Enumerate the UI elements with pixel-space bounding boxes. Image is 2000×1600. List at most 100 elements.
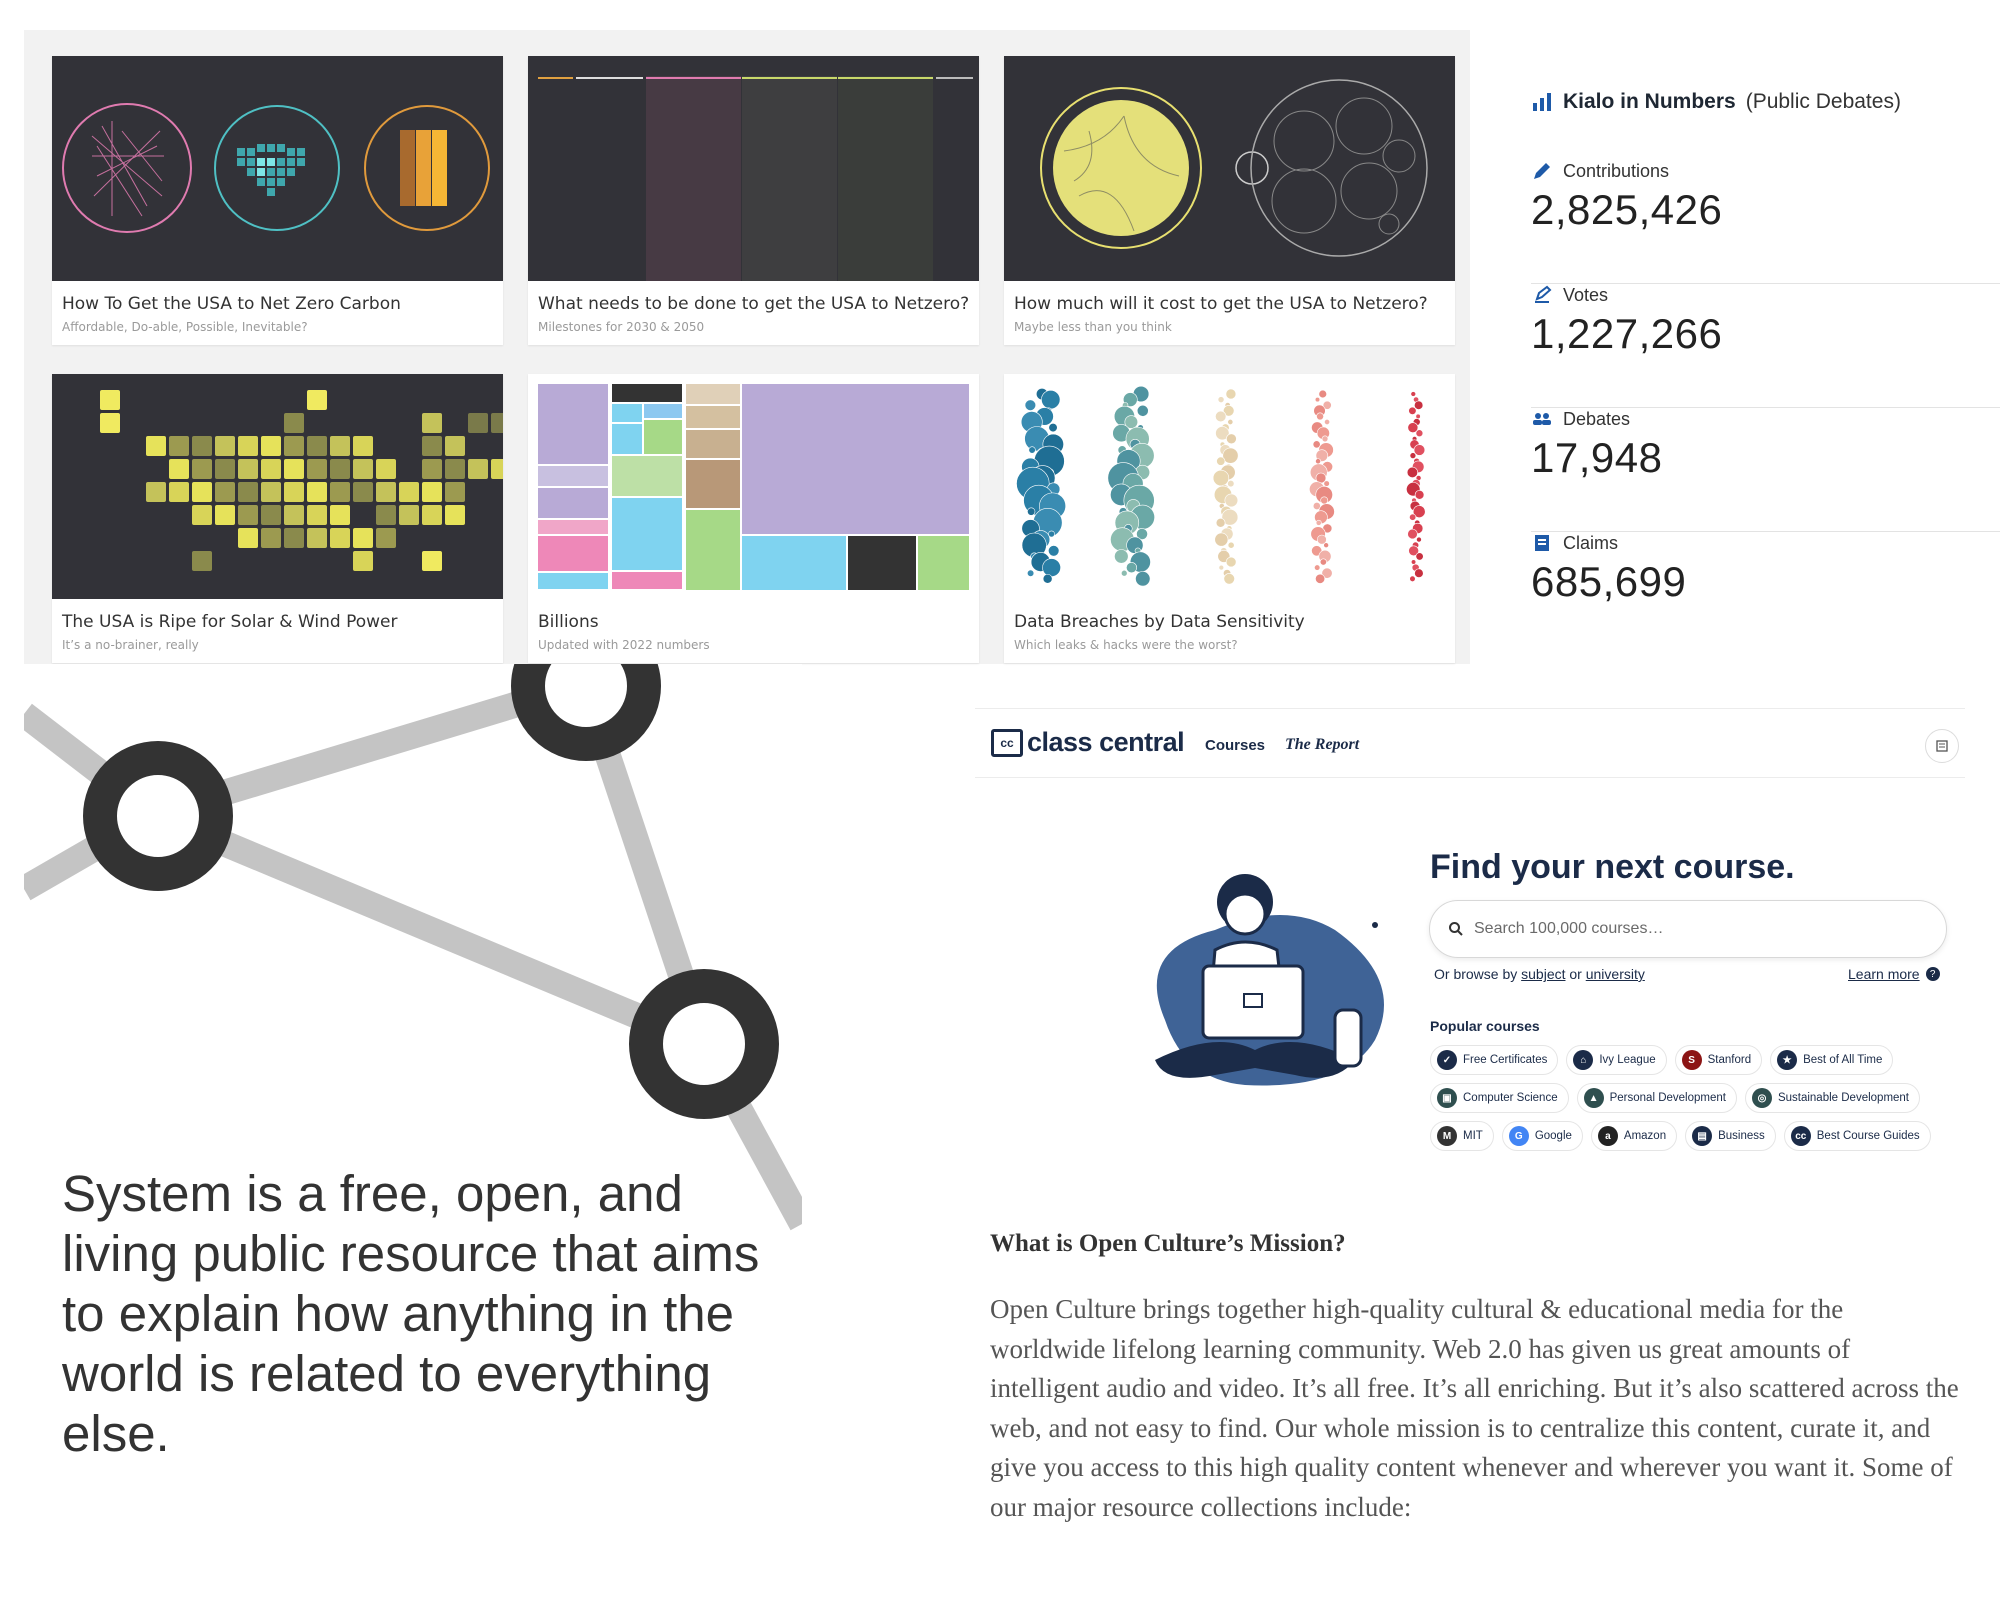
gallery-card[interactable]: The USA is Ripe for Solar & Wind Power I…	[52, 374, 503, 663]
chip-label: MIT	[1463, 1130, 1483, 1142]
viz-gallery: How To Get the USA to Net Zero Carbon Af…	[24, 30, 1470, 664]
kialo-header: Kialo in Numbers (Public Debates)	[1531, 90, 1901, 114]
card-title: Billions	[538, 612, 599, 632]
course-chip[interactable]: cc Best Course Guides	[1783, 1121, 1931, 1151]
course-chip[interactable]: ⌂ Ivy League	[1566, 1045, 1667, 1075]
pencil-icon	[1534, 163, 1550, 179]
chip-label: Sustainable Development	[1777, 1092, 1910, 1104]
nav-courses[interactable]: Courses	[1205, 737, 1266, 754]
google-icon: G	[1508, 1126, 1529, 1146]
kialo-title: Kialo in Numbers	[1563, 90, 1736, 113]
card-thumbnail	[1004, 56, 1455, 281]
chip-label: Free Certificates	[1463, 1054, 1548, 1066]
stat-label: Contributions	[1563, 160, 1670, 181]
course-chip[interactable]: ★ Best of All Time	[1770, 1045, 1894, 1075]
gallery-card[interactable]: Data Breaches by Data Sensitivity Which …	[1004, 374, 1455, 663]
globe-icon: ◎	[1751, 1088, 1772, 1108]
card-thumbnail	[52, 56, 503, 281]
stat-votes: Votes 1,227,266	[1531, 284, 2000, 408]
search-input[interactable]	[1474, 920, 1914, 938]
classcentral-panel: cc class central Courses The Report Find…	[975, 704, 1965, 1600]
award-icon: ★	[1777, 1050, 1798, 1070]
stat-label: Votes	[1563, 284, 1609, 305]
chip-row: ▣ Computer Science ▲ Personal Development ◎ S…	[1430, 1083, 1950, 1113]
chip-label: Business	[1718, 1130, 1765, 1142]
stat-label: Debates	[1563, 408, 1631, 429]
certificate-icon: ✓	[1437, 1050, 1457, 1070]
course-search-box[interactable]	[1429, 900, 1947, 958]
stat-debates: Debates 17,948	[1531, 408, 2000, 532]
popular-courses-label: Popular courses	[1430, 1018, 1540, 1034]
bar-chart-icon	[1533, 93, 1551, 111]
card-subtitle: It’s a no-brainer, really	[62, 638, 199, 652]
card-title: What needs to be done to get the USA to …	[538, 294, 970, 314]
stanford-icon: S	[1681, 1050, 1702, 1070]
amazon-icon: a	[1597, 1126, 1618, 1146]
nav-the-report[interactable]: The Report	[1285, 736, 1360, 753]
chip-label: Google	[1534, 1130, 1572, 1142]
browse-text: Or browse by subject or university	[1434, 966, 1645, 982]
course-chip[interactable]: ▲ Personal Development	[1576, 1083, 1737, 1113]
stat-value: 17,948	[1531, 434, 1663, 481]
system-tagline: System is a free, open, and living publi…	[62, 1165, 760, 1462]
chip-label: Stanford	[1707, 1054, 1752, 1066]
chip-label: Amazon	[1623, 1130, 1667, 1142]
course-chip[interactable]: ▣ Computer Science	[1430, 1083, 1569, 1113]
menu-icon[interactable]	[1925, 729, 1959, 763]
learn-more-link[interactable]: Learn more?	[1848, 966, 1940, 982]
card-thumbnail	[528, 56, 979, 281]
card-subtitle: Which leaks & hacks were the worst?	[1014, 638, 1238, 652]
course-chip[interactable]: M MIT	[1430, 1121, 1494, 1151]
course-chip[interactable]: G Google	[1501, 1121, 1583, 1151]
cc-logo[interactable]: cc class central	[991, 727, 1185, 758]
course-chip[interactable]: a Amazon	[1590, 1121, 1678, 1151]
cc-navbar: cc class central Courses The Report	[975, 708, 1965, 778]
stat-value: 2,825,426	[1531, 186, 1723, 233]
cc-icon: cc	[1790, 1126, 1811, 1146]
course-chip[interactable]: S Stanford	[1674, 1045, 1763, 1075]
gallery-card[interactable]: Billions Updated with 2022 numbers	[528, 374, 979, 663]
search-icon	[1449, 922, 1463, 936]
popular-courses-chips: ✓ Free Certificates ⌂ Ivy League S Stanford ★ B…	[1430, 1045, 1950, 1159]
vote-icon	[1535, 285, 1552, 303]
help-icon: ?	[1925, 967, 1940, 981]
student-illustration-icon	[1153, 874, 1384, 1086]
stat-contributions: Contributions 2,825,426	[1531, 160, 2000, 284]
people-icon	[1533, 413, 1551, 425]
cc-logo-text: class central	[1027, 727, 1185, 757]
chip-label: Computer Science	[1463, 1092, 1558, 1104]
chip-label: Best Course Guides	[1816, 1130, 1920, 1142]
cc-heading: Find your next course.	[1430, 848, 1795, 886]
mit-icon: M	[1437, 1126, 1457, 1146]
oc-paragraph: Open Culture brings together high-qualit…	[990, 1294, 1959, 1522]
browse-university-link[interactable]: university	[1585, 966, 1645, 982]
browse-subject-link[interactable]: subject	[1521, 966, 1566, 982]
oc-heading: What is Open Culture’s Mission?	[990, 1230, 1346, 1257]
gallery-card[interactable]: How much will it cost to get the USA to …	[1004, 56, 1455, 345]
card-subtitle: Affordable, Do-able, Possible, Inevitabl…	[62, 320, 308, 334]
card-thumbnail	[52, 374, 503, 599]
card-subtitle: Milestones for 2030 & 2050	[538, 320, 705, 334]
course-chip[interactable]: ✓ Free Certificates	[1430, 1045, 1559, 1075]
document-icon	[1535, 535, 1549, 551]
card-thumbnail	[528, 374, 979, 599]
card-thumbnail	[1004, 374, 1455, 599]
course-chip[interactable]: ▤ Business	[1685, 1121, 1776, 1151]
cc-logo-mark: cc	[991, 728, 1023, 757]
card-title: Data Breaches by Data Sensitivity	[1014, 612, 1305, 632]
computer-icon: ▣	[1437, 1088, 1457, 1108]
chip-row: ✓ Free Certificates ⌂ Ivy League S Stanford ★ B…	[1430, 1045, 1950, 1075]
stat-label: Claims	[1563, 532, 1619, 553]
stat-claims: Claims 685,699	[1531, 532, 2000, 656]
system-panel: System is a free, open, and living publi…	[24, 664, 802, 1600]
card-title: The USA is Ripe for Solar & Wind Power	[62, 612, 398, 632]
gallery-card[interactable]: What needs to be done to get the USA to …	[528, 56, 979, 345]
building-icon: ⌂	[1573, 1050, 1594, 1070]
gallery-card[interactable]: How To Get the USA to Net Zero Carbon Af…	[52, 56, 503, 345]
kialo-stats-panel: Kialo in Numbers (Public Debates) Contri…	[1495, 30, 2000, 650]
kialo-subtitle: (Public Debates)	[1745, 90, 1901, 113]
card-title: How much will it cost to get the USA to …	[1014, 294, 1428, 314]
course-chip[interactable]: ◎ Sustainable Development	[1744, 1083, 1921, 1113]
stat-value: 1,227,266	[1531, 310, 1723, 357]
stat-value: 685,699	[1531, 558, 1687, 605]
